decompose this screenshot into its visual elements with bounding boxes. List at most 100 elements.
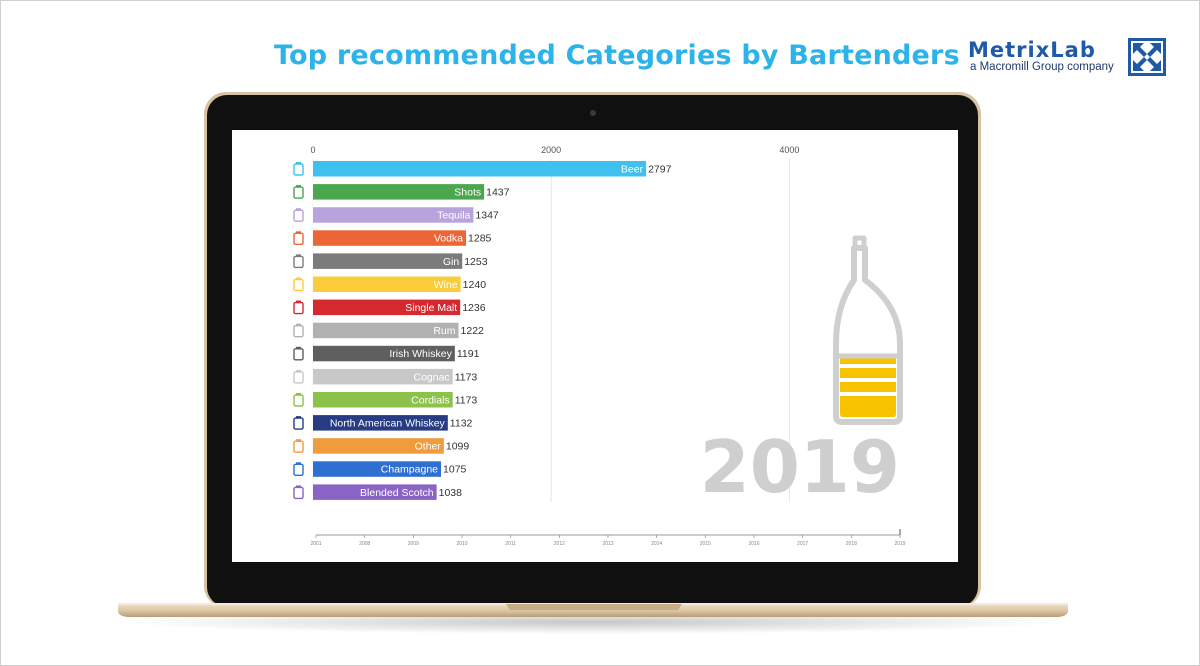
tequila-glass-icon <box>293 208 304 222</box>
bar-row: Cordials 1173 <box>293 392 478 408</box>
shot-glass-icon <box>293 185 304 199</box>
bar-value-label: 1347 <box>475 210 499 222</box>
bar-category-label: Cordials <box>411 394 450 406</box>
rum-barrel-icon <box>293 323 304 338</box>
bar-row: North American Whiskey 1132 <box>293 415 473 431</box>
bar-value-label: 1099 <box>446 441 470 453</box>
bar-row: Gin 1253 <box>293 253 488 269</box>
bar-value-label: 1253 <box>464 256 488 268</box>
timeline-year-label: 2016 <box>748 541 759 547</box>
bar-category-label: Rum <box>433 325 455 337</box>
bar-value-label: 1285 <box>468 233 492 245</box>
timeline-year-label: 2017 <box>797 541 808 547</box>
bar <box>313 161 647 177</box>
champagne-bottle-icon <box>293 462 304 476</box>
bar-row: Tequila 1347 <box>293 207 499 223</box>
page-title: Top recommended Categories by Bartenders <box>274 40 960 71</box>
timeline-year-label: 2014 <box>651 541 662 547</box>
bar-value-label: 1132 <box>450 417 473 429</box>
bar-category-label: Cognac <box>413 371 449 383</box>
bar-category-label: Wine <box>434 279 458 291</box>
bar-category-label: Tequila <box>437 210 470 222</box>
vodka-bottle-icon <box>293 231 304 246</box>
bar <box>313 276 461 292</box>
bar-category-label: Vodka <box>434 233 463 245</box>
bar-value-label: 1240 <box>463 279 487 291</box>
beer-mug-icon <box>293 162 304 176</box>
bar-row: Wine 1240 <box>293 276 487 292</box>
bar <box>313 253 463 269</box>
bar-category-label: Beer <box>621 163 644 175</box>
logo-tagline: a Macromill Group company <box>970 61 1114 73</box>
x-tick-label: 4000 <box>779 145 799 155</box>
single-malt-bottles-icon <box>293 300 304 315</box>
bar-value-label: 1173 <box>455 394 478 406</box>
bar-value-label: 1075 <box>443 464 467 476</box>
bar-row: Shots 1437 <box>293 184 510 200</box>
timeline-year-label: 2010 <box>456 541 467 547</box>
cordials-bottle-icon <box>293 393 304 407</box>
bar <box>313 368 453 385</box>
timeline-year-label: 2008 <box>359 541 370 547</box>
bar <box>313 184 485 200</box>
year-label: 2019 <box>700 425 900 509</box>
timeline-year-label: 2015 <box>700 541 711 547</box>
bar <box>313 230 467 246</box>
x-tick-label: 0 <box>310 145 315 155</box>
wine-bottle-icon <box>293 277 304 292</box>
bar-row: Other 1099 <box>293 438 470 454</box>
x-tick-label: 2000 <box>541 145 561 155</box>
gin-bottle-icon <box>293 254 304 269</box>
bar <box>313 299 461 316</box>
other-cocktail-glass-icon <box>293 439 304 453</box>
bar <box>313 438 444 454</box>
bar-row: Vodka 1285 <box>293 230 492 246</box>
bar-chart-race: 0 2000 4000 Beer 2797 Shots 1437 Tequila 1347 Vo… <box>293 145 906 547</box>
bar-row: Single Malt 1236 <box>293 299 486 316</box>
bar-row: Cognac 1173 <box>293 368 478 385</box>
bar-row: Champagne 1075 <box>293 461 467 477</box>
bar <box>313 207 474 223</box>
bar-category-label: Shots <box>454 186 481 198</box>
bar-value-label: 1236 <box>462 302 486 314</box>
bottle-progress-icon <box>833 235 903 425</box>
bar-value-label: 1191 <box>457 348 480 360</box>
timeline-year-label: 2012 <box>554 541 565 547</box>
bar-row: Beer 2797 <box>293 161 672 177</box>
cognac-glass-icon <box>293 369 304 384</box>
bar <box>313 322 459 339</box>
bar-category-label: Other <box>415 441 442 453</box>
timeline-year-label: 2019 <box>894 541 905 547</box>
bar-category-label: North American Whiskey <box>330 417 446 429</box>
blended-scotch-bottles-icon <box>293 485 304 500</box>
bar-value-label: 2797 <box>648 163 672 175</box>
bar-category-label: Single Malt <box>405 302 457 314</box>
bar <box>313 392 453 408</box>
bar-row: Rum 1222 <box>293 322 485 339</box>
metrixlab-logo: MetrixLab a Macromill Group company <box>968 38 1168 82</box>
bar-value-label: 1173 <box>455 371 478 383</box>
timeline-year-label: 2018 <box>846 541 857 547</box>
timeline-year-label: 2001 <box>310 541 321 547</box>
bar-row: Blended Scotch 1038 <box>293 484 463 500</box>
bar-category-label: Blended Scotch <box>360 487 434 499</box>
bar-value-label: 1437 <box>486 186 510 198</box>
bar-category-label: Irish Whiskey <box>389 348 452 360</box>
bar <box>313 415 448 431</box>
bar-row: Irish Whiskey 1191 <box>293 345 480 362</box>
timeline-year-label: 2011 <box>505 541 516 547</box>
timeline-year-label: 2013 <box>602 541 613 547</box>
logo-name: MetrixLab <box>968 38 1096 62</box>
bar <box>313 461 442 477</box>
metrixlab-arrows-icon <box>1128 38 1166 76</box>
bar <box>313 484 437 500</box>
bar-value-label: 1038 <box>439 487 463 499</box>
bar-category-label: Champagne <box>381 464 438 476</box>
timeline-slider[interactable]: 2001 2008 2009 2010 2011 2012 2013 2014 2015 2016… <box>310 529 906 547</box>
bar-category-label: Gin <box>443 256 460 268</box>
irish-whiskey-bottle-icon <box>293 346 304 361</box>
timeline-year-label: 2009 <box>408 541 419 547</box>
north-american-whiskey-bottle-icon <box>293 416 304 430</box>
bar <box>313 345 455 362</box>
bar-value-label: 1222 <box>461 325 485 337</box>
